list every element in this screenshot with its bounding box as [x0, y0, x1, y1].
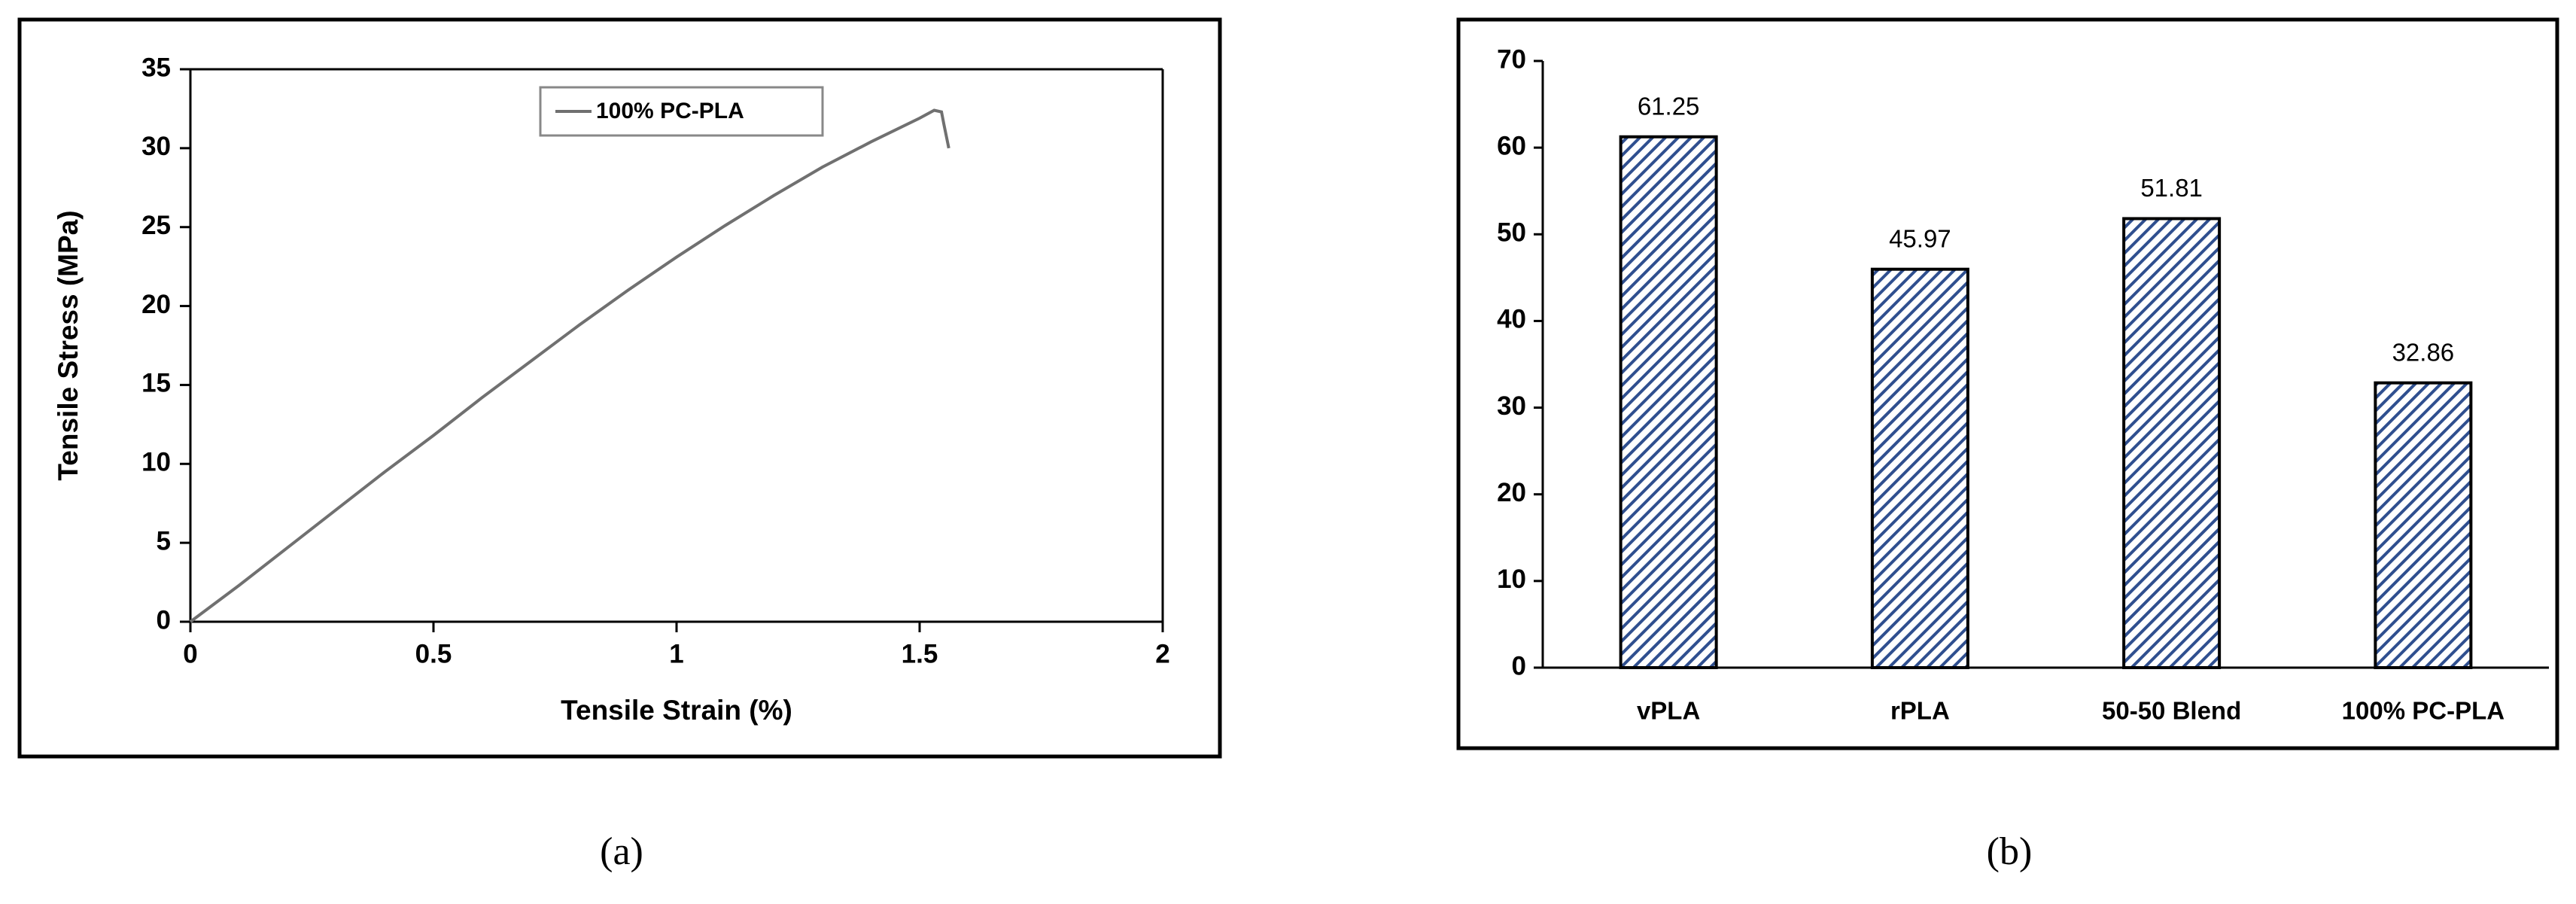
caption: (b): [1987, 830, 2033, 873]
value-label: 51.81: [2140, 174, 2203, 202]
x-tick-label: 1.5: [902, 639, 938, 668]
y-tick-label: 50: [1497, 218, 1526, 248]
y-tick-label: 0: [157, 605, 171, 635]
x-tick-label: 1: [669, 639, 683, 668]
x-tick-label: 50-50 Blend: [2102, 697, 2241, 725]
legend-label: 100% PC-PLA: [596, 99, 744, 123]
y-tick-label: 20: [141, 290, 171, 319]
y-tick-label: 0: [1512, 651, 1526, 680]
x-axis-title: Tensile Strain (%): [561, 695, 792, 726]
y-tick-label: 60: [1497, 131, 1526, 160]
data-line: [189, 108, 950, 623]
y-tick-label: 15: [141, 369, 171, 398]
y-tick-label: 5: [157, 526, 171, 555]
x-tick-label: 2: [1155, 639, 1169, 668]
bar: [2122, 217, 2222, 669]
y-tick-label: 35: [141, 53, 171, 82]
caption: (a): [600, 830, 643, 873]
bar: [1870, 267, 1969, 669]
value-label: 45.97: [1889, 224, 1951, 252]
y-tick-label: 10: [141, 448, 171, 477]
y-tick-label: 30: [1497, 391, 1526, 421]
x-tick-label: 0: [183, 639, 197, 668]
y-tick-label: 70: [1497, 44, 1526, 74]
x-tick-label: 100% PC-PLA: [2342, 697, 2505, 725]
x-tick-label: 0.5: [415, 639, 452, 668]
x-tick-label: rPLA: [1890, 697, 1950, 725]
bar: [2374, 381, 2473, 669]
y-axis-title: Tensile Stress (MPa): [53, 210, 84, 480]
y-tick-label: 30: [141, 132, 171, 161]
y-tick-label: 10: [1497, 565, 1526, 594]
x-tick-label: vPLA: [1637, 697, 1700, 725]
value-label: 32.86: [2392, 338, 2455, 366]
panel-frame: [1456, 17, 2559, 750]
y-tick-label: 20: [1497, 478, 1526, 507]
bar: [1619, 135, 1718, 669]
y-tick-label: 25: [141, 211, 171, 240]
value-label: 61.25: [1638, 92, 1700, 120]
panel-frame: [17, 17, 1222, 759]
y-tick-label: 40: [1497, 305, 1526, 334]
